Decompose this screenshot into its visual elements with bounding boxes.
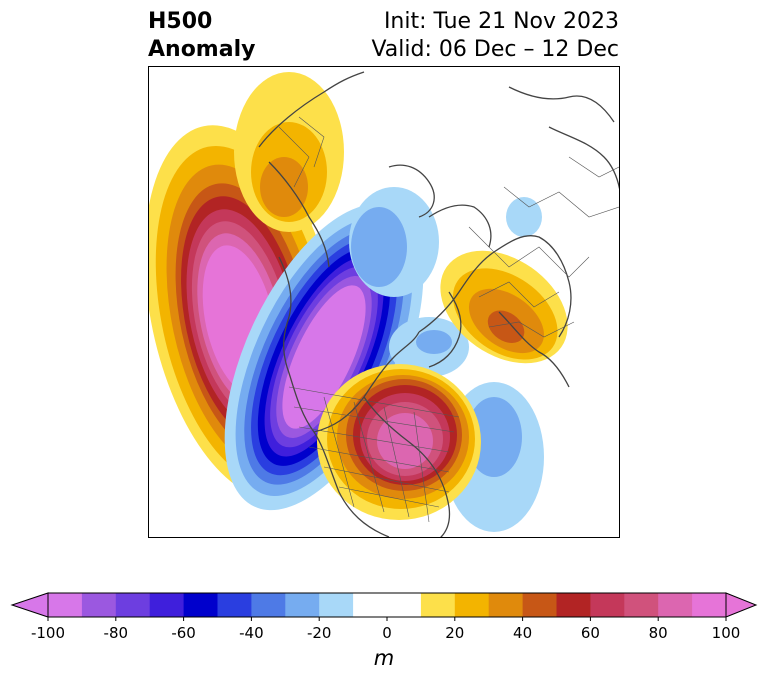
init-date: Init: Tue 21 Nov 2023	[383, 9, 619, 34]
colorbar-tick-label: -60	[171, 624, 196, 642]
colorbar-extend-high	[725, 592, 758, 618]
title-anomaly: Anomaly	[148, 37, 256, 62]
colorbar-swatch	[48, 593, 83, 617]
colorbar-swatch	[353, 593, 388, 617]
political-borders	[278, 116, 619, 523]
anomaly-map-svg	[149, 71, 619, 537]
arctic-ridge-anomaly	[234, 72, 344, 232]
colorbar	[10, 592, 758, 621]
colorbar-tick-label: 80	[648, 624, 668, 642]
title-right: Init: Tue 21 Nov 2023 Valid: 06 Dec – 12…	[371, 8, 619, 64]
colorbar-tick-label: 60	[580, 624, 600, 642]
colorbar-extend-low	[10, 592, 49, 618]
pacific-ridge-anomaly	[149, 125, 342, 499]
colorbar-swatch	[624, 593, 659, 617]
colorbar-swatch	[522, 593, 557, 617]
colorbar-tick-label: -100	[30, 624, 66, 642]
colorbar-swatch	[488, 593, 524, 617]
colorbar-tick-labels: -100 -80 -60 -40 -20 0 20 40 60 80 100	[0, 624, 768, 644]
colorbar-swatch	[420, 593, 456, 617]
colorbar-tick-label: 20	[445, 624, 465, 642]
colorbar-tick-label: 40	[513, 624, 533, 642]
colorbar-tick-label: -80	[103, 624, 129, 642]
title-variable: H500	[148, 9, 213, 34]
colorbar-swatch	[658, 593, 693, 617]
colorbar-swatch	[692, 593, 727, 617]
colorbar-swatch	[217, 593, 252, 617]
colorbar-swatch	[251, 593, 286, 617]
europe-ridge-anomaly	[440, 250, 568, 364]
greenland-trough-anomaly	[349, 187, 542, 377]
colorbar-tick-label: 100	[711, 624, 741, 642]
colorbar-swatch	[319, 593, 354, 617]
colorbar-tick-label: -20	[306, 624, 332, 642]
colorbar-swatch	[183, 593, 218, 617]
colorbar-swatch	[387, 593, 422, 617]
colorbar-swatch	[556, 593, 591, 617]
colorbar-unit: m	[373, 646, 395, 670]
colorbar-swatch	[454, 593, 490, 617]
anomaly-map	[148, 66, 620, 538]
colorbar-swatch	[285, 593, 320, 617]
coastlines	[258, 71, 619, 537]
colorbar-swatch	[81, 593, 117, 617]
colorbar-tick-label: 0	[382, 624, 392, 642]
valid-range: Valid: 06 Dec – 12 Dec	[371, 37, 619, 62]
colorbar-swatch	[149, 593, 185, 617]
colorbar-swatch	[115, 593, 151, 617]
colorbar-tick-label: -40	[239, 624, 264, 642]
title-left: H500 Anomaly	[148, 8, 255, 64]
colorbar-swatch	[590, 593, 625, 617]
